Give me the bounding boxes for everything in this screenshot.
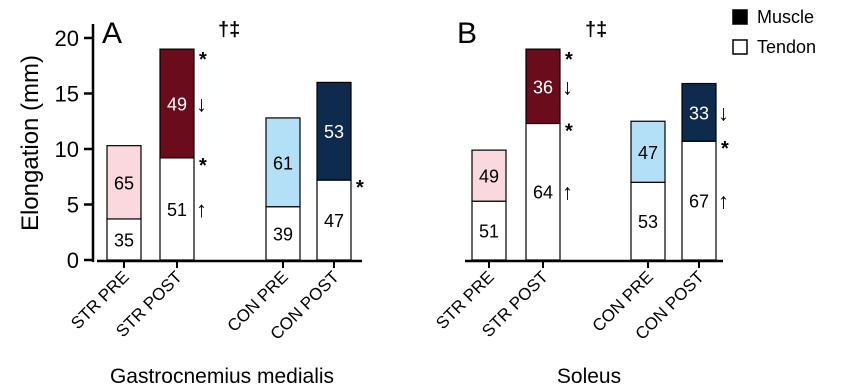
- bar-muscle-segment: [471, 149, 507, 202]
- muscle-change-arrow: ↓: [196, 91, 207, 116]
- boundary-significance-star: *: [199, 155, 207, 177]
- boundary-significance-star: *: [356, 177, 364, 199]
- y-tick-label: 0: [67, 248, 79, 273]
- panel-label: B: [457, 17, 477, 50]
- bar-tendon-segment: [316, 179, 352, 261]
- muscle-percent-label: 53: [324, 122, 344, 142]
- panel-significance-marks: †‡: [585, 19, 607, 41]
- boundary-significance-star: *: [565, 120, 573, 142]
- muscle-change-arrow: ↓: [718, 100, 729, 125]
- muscle-percent-label: 49: [167, 94, 187, 114]
- tendon-percent-label: 67: [689, 192, 709, 212]
- tendon-percent-label: 64: [533, 183, 553, 203]
- legend-label-tendon: Tendon: [757, 37, 816, 57]
- legend: Muscle Tendon: [732, 7, 816, 57]
- bar-tendon-segment: [106, 218, 142, 261]
- legend-swatch-tendon: [732, 39, 748, 55]
- tendon-percent-label: 39: [273, 224, 293, 244]
- legend-swatch-muscle: [732, 9, 748, 25]
- muscle-group-label: Gastrocnemius medialis: [110, 365, 334, 388]
- bar-muscle-segment: [159, 48, 195, 159]
- bar-muscle-segment: [525, 48, 561, 125]
- y-tick-label: 5: [67, 193, 79, 218]
- panel-significance-marks: †‡: [218, 19, 240, 41]
- bar-muscle-segment: [681, 82, 717, 142]
- tendon-change-arrow: ↑: [196, 197, 207, 222]
- panel-label: A: [102, 17, 122, 50]
- y-tick-label: 10: [55, 137, 79, 162]
- bar-tendon-segment: [159, 157, 195, 261]
- total-significance-star: *: [199, 49, 207, 71]
- y-tick-label: 20: [55, 26, 79, 51]
- bar-muscle-segment: [265, 117, 301, 208]
- boundary-significance-star: *: [721, 138, 729, 160]
- total-significance-star: *: [565, 49, 573, 71]
- legend-label-muscle: Muscle: [757, 7, 814, 27]
- muscle-group-label: Soleus: [557, 365, 621, 388]
- tendon-percent-label: 47: [324, 211, 344, 231]
- y-tick-label: 15: [55, 82, 79, 107]
- bar-muscle-segment: [630, 120, 666, 183]
- bar-annotations: 65 35 49 51 ↓ ↑ * * 61 39 53 47 * 49 51 36 64 ↓ ↑ * * 47 53 33 6…: [114, 49, 729, 250]
- panel-labels: A †‡ Gastrocnemius medialis B †‡ Soleus: [102, 17, 621, 388]
- tendon-change-arrow: ↑: [562, 180, 573, 205]
- muscle-percent-label: 61: [273, 153, 293, 173]
- tendon-percent-label: 53: [638, 212, 658, 232]
- muscle-percent-label: 49: [479, 167, 499, 187]
- muscle-percent-label: 47: [638, 143, 658, 163]
- y-ticks: 0 5 10 15 20: [55, 26, 93, 273]
- tendon-percent-label: 51: [479, 222, 499, 242]
- bars: [97, 48, 723, 268]
- muscle-percent-label: 33: [689, 103, 709, 123]
- muscle-percent-label: 65: [114, 173, 134, 193]
- bar-muscle-segment: [316, 81, 352, 181]
- tendon-percent-label: 51: [167, 200, 187, 220]
- bar-tendon-segment: [630, 181, 666, 261]
- y-axis-label: Elongation (mm): [17, 55, 44, 231]
- bar-muscle-segment: [106, 145, 142, 220]
- tendon-change-arrow: ↑: [718, 189, 729, 214]
- tendon-percent-label: 35: [114, 230, 134, 250]
- bar-tendon-segment: [681, 140, 717, 261]
- muscle-percent-label: 36: [533, 77, 553, 97]
- muscle-change-arrow: ↓: [562, 74, 573, 99]
